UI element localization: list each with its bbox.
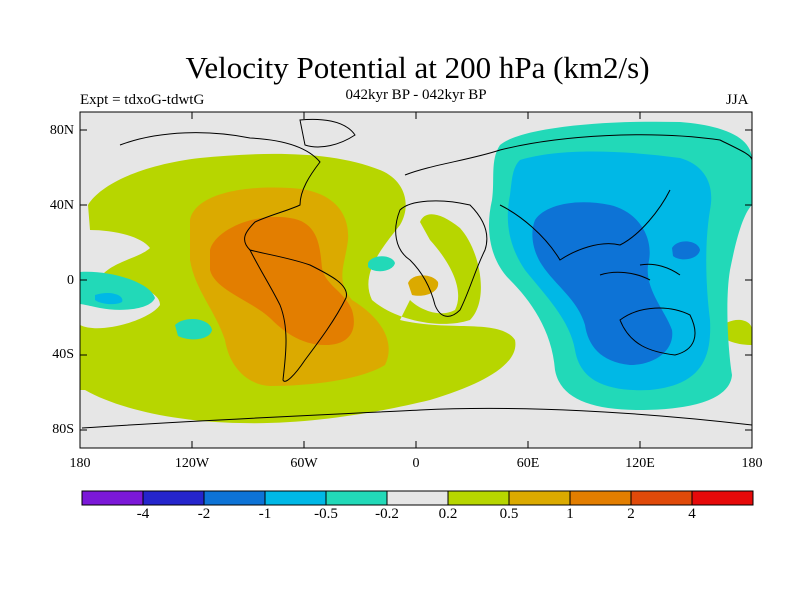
colorbar-swatch xyxy=(508,490,571,506)
contour-region-africa-w-02 xyxy=(368,256,395,272)
x-tick-label: 120E xyxy=(625,456,655,471)
contour-region-negative-1 xyxy=(532,202,673,365)
colorbar-swatch xyxy=(142,490,205,506)
contour-region-pacific-nw-1 xyxy=(672,241,700,260)
colorbar-label: -1 xyxy=(258,506,272,522)
colorbar-label: 4 xyxy=(688,506,696,522)
y-tick-label: 40S xyxy=(52,347,74,362)
contour-region-pacific-s-02 xyxy=(175,318,212,340)
x-tick-label: 60E xyxy=(516,456,540,471)
colorbar-label: -4 xyxy=(136,506,150,522)
y-tick-label: 80S xyxy=(52,422,74,437)
colorbar-swatch xyxy=(81,490,144,506)
colorbar-label: 1 xyxy=(566,506,574,522)
season-label: JJA xyxy=(726,92,749,108)
coastline-south-america xyxy=(249,249,347,382)
contour-region-positive-1 xyxy=(210,216,354,345)
coastlines xyxy=(81,118,752,429)
axis-tick-marks xyxy=(79,112,753,448)
colorbar-label: 0.2 xyxy=(438,506,458,522)
x-tick-label: 60W xyxy=(290,456,318,471)
colorbar-swatch xyxy=(325,490,388,506)
colorbar-label: -0.5 xyxy=(314,506,338,522)
y-tick-label: 80N xyxy=(49,123,74,138)
colorbar-swatch xyxy=(447,490,510,506)
coastline-australia xyxy=(619,307,696,356)
map-panel xyxy=(80,112,752,448)
coastline-greenland xyxy=(299,118,356,148)
colorbar-label: -2 xyxy=(197,506,211,522)
coastline-africa xyxy=(395,200,488,317)
colorbar-label: 2 xyxy=(627,506,635,522)
y-tick-label: 40N xyxy=(49,198,74,213)
colorbar-swatch xyxy=(569,490,632,506)
experiment-label: Expt = tdxoG-tdwtG xyxy=(80,92,205,108)
x-tick-label: 0 xyxy=(412,456,420,471)
coastline-asia-south xyxy=(499,189,671,261)
coastline-maritime-continent xyxy=(599,263,681,281)
coastline-eurasia-north xyxy=(404,134,752,176)
x-tick-label: 180 xyxy=(741,456,763,471)
colorbar-label: 0.5 xyxy=(499,506,519,522)
colorbar-swatch xyxy=(264,490,327,506)
chart-subtitle: 042kyr BP - 042kyr BP xyxy=(345,87,487,103)
colorbar-label: -0.2 xyxy=(375,506,399,522)
coastline-north-america xyxy=(119,132,321,251)
x-tick-label: 180 xyxy=(69,456,91,471)
chart-title: Velocity Potential at 200 hPa (km2/s) xyxy=(185,50,650,85)
colorbar xyxy=(81,490,754,506)
colorbar-swatch xyxy=(386,490,449,506)
colorbar-swatch xyxy=(691,490,754,506)
y-tick-label: 0 xyxy=(67,273,74,288)
contour-region-pacific-w-05 xyxy=(95,292,123,305)
coastline-antarctica xyxy=(81,407,752,429)
colorbar-swatch xyxy=(203,490,266,506)
x-tick-label: 120W xyxy=(174,456,210,471)
colorbar-swatch xyxy=(630,490,693,506)
